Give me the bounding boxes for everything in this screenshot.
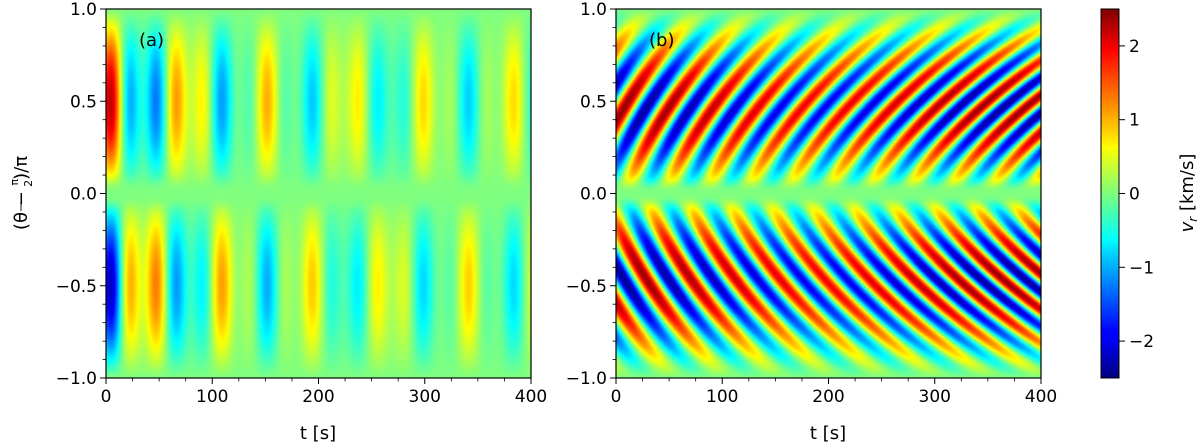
svg-text:vr [km/s]: vr [km/s] — [1177, 154, 1200, 233]
panel-b: 0 100 200 300 400 −1.0 −0.5 0.0 0.5 1.0 (b) t [s] — [566, 0, 1058, 444]
x-tick-label: 0 — [611, 387, 622, 407]
colorbar-tick-label: −2 — [1129, 332, 1154, 352]
y-tick-label: −1.0 — [566, 369, 607, 389]
x-tick-label: 400 — [1025, 387, 1057, 407]
y-tick-label: 1.0 — [70, 0, 97, 20]
ticks-a: 0 100 200 300 400 −1.0 −0.5 0.0 0.5 1.0 — [56, 0, 548, 407]
y-tick-label: 0.5 — [70, 92, 97, 112]
x-tick-label: 100 — [706, 387, 738, 407]
colorbar-gradient — [1100, 8, 1120, 379]
colorbar-ticks: −2 −1 0 1 2 — [1119, 37, 1154, 352]
heatmap-b — [616, 9, 1041, 378]
colorbar: −2 −1 0 1 2 vr [km/s] — [1100, 8, 1200, 379]
x-tick-label: 0 — [101, 387, 112, 407]
y-tick-label: −0.5 — [56, 277, 97, 297]
x-tick-label: 200 — [812, 387, 844, 407]
x-tick-label: 400 — [515, 387, 547, 407]
colorbar-tick-label: 0 — [1129, 185, 1140, 205]
x-axis-label-b: t [s] — [810, 423, 846, 444]
y-axis-label: (θ − π2)/π — [8, 156, 35, 230]
y-tick-label: 0.0 — [70, 185, 97, 205]
panel-label-b: (b) — [649, 30, 674, 51]
colorbar-tick-label: 2 — [1129, 37, 1140, 57]
y-tick-label: 0.0 — [580, 185, 607, 205]
x-tick-label: 300 — [409, 387, 441, 407]
x-tick-label: 200 — [302, 387, 334, 407]
colorbar-tick-label: −1 — [1129, 258, 1154, 278]
y-tick-label: −1.0 — [56, 369, 97, 389]
colorbar-label: vr [km/s] — [1177, 154, 1200, 233]
svg-text:(θ − π2)/π: (θ − π2)/π — [8, 156, 35, 230]
x-tick-label: 100 — [196, 387, 228, 407]
x-axis-label-a: t [s] — [300, 423, 336, 444]
panel-a: 0 100 200 300 400 −1.0 −0.5 0.0 0.5 1.0 (a) t [s] — [56, 0, 548, 444]
y-tick-label: 0.5 — [580, 92, 607, 112]
heatmap-a — [106, 9, 531, 378]
y-tick-label: −0.5 — [566, 277, 607, 297]
ticks-b: 0 100 200 300 400 −1.0 −0.5 0.0 0.5 1.0 — [566, 0, 1058, 407]
x-tick-label: 300 — [919, 387, 951, 407]
panel-label-a: (a) — [139, 30, 164, 51]
y-tick-label: 1.0 — [580, 0, 607, 20]
colorbar-tick-label: 1 — [1129, 111, 1140, 131]
